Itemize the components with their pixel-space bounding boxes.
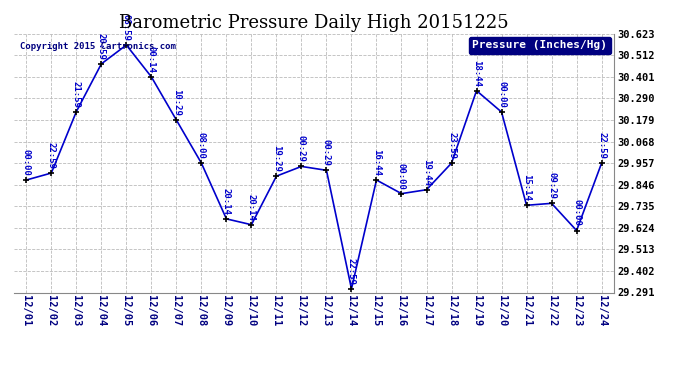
Text: 00:14: 00:14 xyxy=(147,46,156,73)
Text: 22:59: 22:59 xyxy=(347,258,356,285)
Legend: Pressure (Inches/Hg): Pressure (Inches/Hg) xyxy=(469,37,611,54)
Title: Barometric Pressure Daily High 20151225: Barometric Pressure Daily High 20151225 xyxy=(119,14,509,32)
Text: 08:59: 08:59 xyxy=(122,14,131,41)
Text: 09:29: 09:29 xyxy=(547,172,556,199)
Text: 20:59: 20:59 xyxy=(97,33,106,60)
Text: 00:00: 00:00 xyxy=(497,81,506,108)
Text: 19:29: 19:29 xyxy=(272,145,281,172)
Text: 20:14: 20:14 xyxy=(222,188,231,215)
Text: 22:59: 22:59 xyxy=(47,142,56,169)
Text: 00:29: 00:29 xyxy=(322,139,331,166)
Text: 22:59: 22:59 xyxy=(597,132,606,159)
Text: 19:44: 19:44 xyxy=(422,159,431,186)
Text: 00:00: 00:00 xyxy=(22,149,31,176)
Text: 00:00: 00:00 xyxy=(397,163,406,189)
Text: 00:29: 00:29 xyxy=(297,135,306,162)
Text: 23:59: 23:59 xyxy=(447,132,456,159)
Text: 00:00: 00:00 xyxy=(572,200,581,226)
Text: 10:29: 10:29 xyxy=(172,89,181,116)
Text: 15:14: 15:14 xyxy=(522,174,531,201)
Text: 20:14: 20:14 xyxy=(247,194,256,220)
Text: 08:00: 08:00 xyxy=(197,132,206,159)
Text: Copyright 2015 Cartronics.com: Copyright 2015 Cartronics.com xyxy=(20,42,176,51)
Text: 21:59: 21:59 xyxy=(72,81,81,108)
Text: 18:44: 18:44 xyxy=(472,60,481,87)
Text: 16:44: 16:44 xyxy=(372,149,381,176)
